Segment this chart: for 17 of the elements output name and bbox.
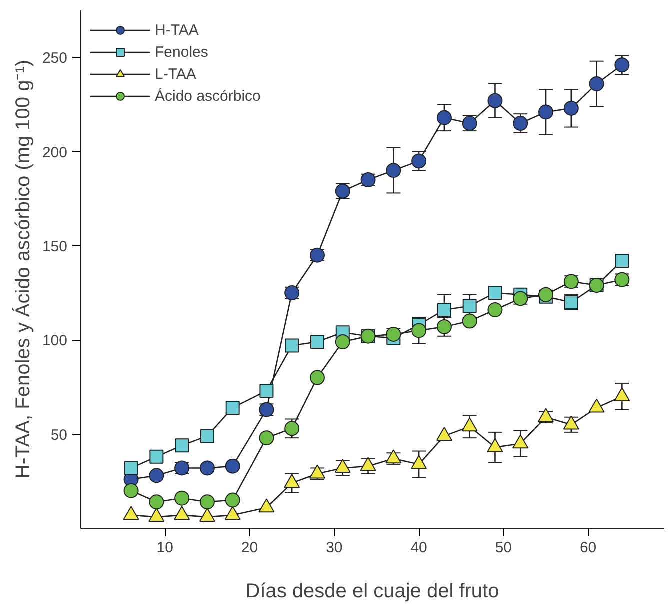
x-tick-label: 20 xyxy=(241,540,258,556)
x-tick-label: 60 xyxy=(580,540,597,556)
y-tick-label: 150 xyxy=(42,238,68,256)
legend-label: Fenoles xyxy=(155,44,208,60)
x-tick-label: 40 xyxy=(410,540,428,556)
y-tick-label: 50 xyxy=(50,426,68,444)
y-tick-label: 200 xyxy=(42,144,68,162)
x-tick-label: 10 xyxy=(156,540,174,556)
y-tick-label: 100 xyxy=(42,332,68,350)
x-axis-title: Días desde el cuaje del fruto xyxy=(246,580,500,602)
y-axis-title: H-TAA, Fenoles y Ácido ascórbico (mg 100 g⁻¹) xyxy=(11,60,34,479)
legend-label: Ácido ascórbico xyxy=(155,88,261,104)
y-tick-label: 250 xyxy=(42,50,68,68)
legend-label: L-TAA xyxy=(155,66,196,82)
x-tick-label: 30 xyxy=(326,540,343,556)
legend-label: H-TAA xyxy=(155,22,199,38)
x-tick-label: 50 xyxy=(495,540,512,556)
